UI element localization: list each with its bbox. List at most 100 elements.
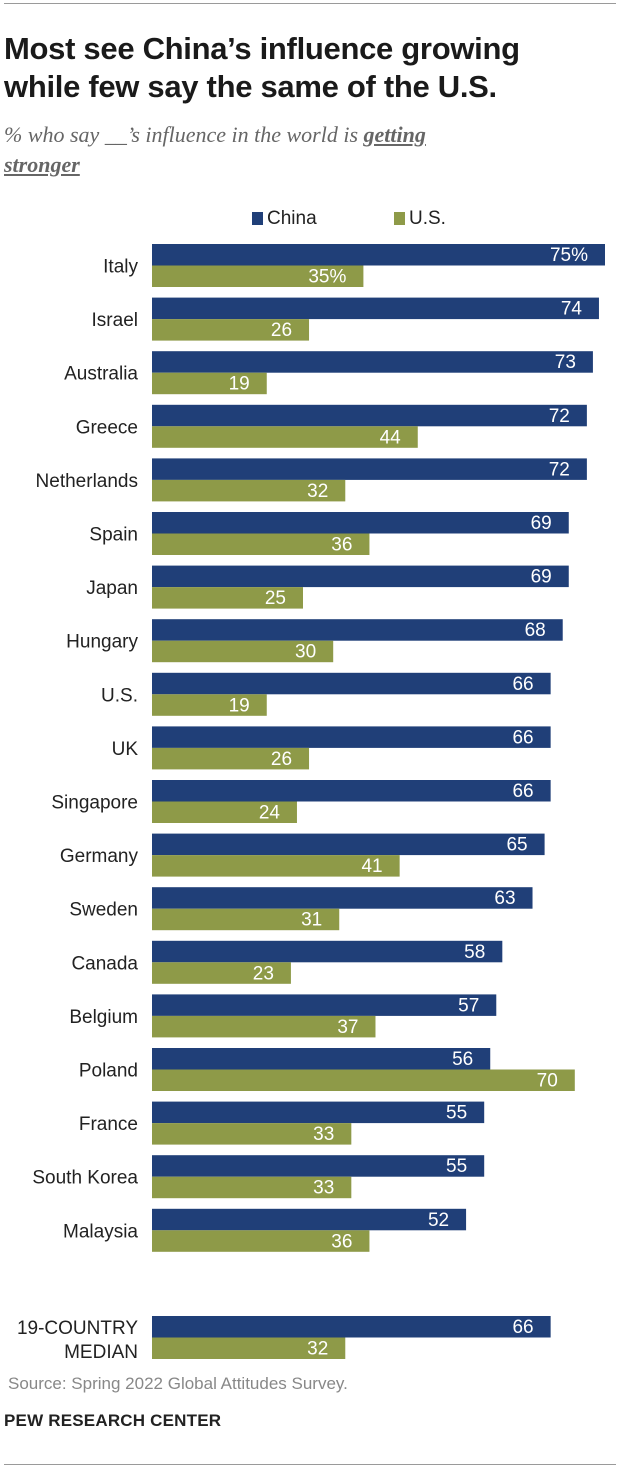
median-label-line-1: 19-COUNTRY: [17, 1318, 138, 1339]
category-label-germany: Germany: [60, 846, 139, 867]
category-label-south-korea: South Korea: [32, 1168, 138, 1189]
bar-china-italy: [152, 244, 605, 266]
value-label-china-sweden: 63: [494, 888, 515, 909]
legend-label-china: China: [267, 208, 317, 229]
bar-us-germany: [152, 855, 400, 877]
value-label-us-france: 33: [313, 1124, 334, 1145]
value-label-us-italy: 35%: [308, 267, 346, 288]
value-label-us-uk: 26: [271, 749, 292, 770]
bar-china-greece: [152, 404, 587, 427]
category-label-canada: Canada: [71, 953, 138, 974]
value-label-us-singapore: 24: [259, 803, 281, 824]
category-label-belgium: Belgium: [69, 1007, 138, 1028]
value-label-us-spain: 36: [331, 535, 352, 556]
category-label-sweden: Sweden: [69, 900, 138, 921]
value-label-us-u-s: 19: [229, 695, 250, 716]
category-label-france: France: [79, 1114, 138, 1135]
bar-us-u-s: [152, 694, 267, 716]
top-rule: [4, 3, 616, 4]
value-label-china-australia: 73: [555, 352, 576, 373]
subtitle-emphasis-1: getting: [363, 122, 426, 147]
bar-china-sweden: [152, 887, 533, 909]
value-label-us-australia: 19: [229, 374, 250, 395]
bar-china-france: [152, 1101, 485, 1124]
bar-china-singapore: [152, 780, 551, 802]
bar-china-australia: [152, 351, 593, 373]
value-label-china-france: 55: [446, 1103, 467, 1124]
bar-us-sweden: [152, 908, 340, 931]
value-label-us-netherlands: 32: [307, 481, 328, 502]
legend-swatch-us: [394, 212, 405, 225]
category-label-singapore: Singapore: [51, 793, 138, 814]
value-label-us-sweden: 31: [301, 910, 322, 931]
value-label-china-malaysia: 52: [428, 1210, 449, 1231]
value-label-china-hungary: 68: [525, 620, 546, 641]
bar-us-italy: [152, 265, 364, 287]
value-label-us-canada: 23: [253, 963, 274, 984]
category-label-poland: Poland: [79, 1061, 138, 1082]
bar-china-hungary: [152, 619, 563, 641]
legend-label-us: U.S.: [409, 208, 446, 229]
category-label-italy: Italy: [103, 257, 138, 278]
bar-china-netherlands: [152, 458, 587, 480]
bar-china-belgium: [152, 994, 497, 1016]
subtitle-emphasis-2: stronger: [4, 152, 80, 177]
category-label-greece: Greece: [76, 417, 138, 438]
value-label-us-hungary: 30: [295, 642, 316, 663]
chart-title-line-2: while few say the same of the U.S.: [4, 69, 497, 104]
bar-us-japan: [152, 587, 303, 609]
bar-us-israel: [152, 319, 310, 341]
bar-us-france: [152, 1123, 352, 1145]
bar-china-germany: [152, 833, 545, 856]
bar-us-south-korea: [152, 1176, 352, 1199]
value-label-china-netherlands: 72: [549, 459, 570, 480]
value-label-china-singapore: 66: [512, 781, 533, 802]
bar-us-belgium: [152, 1015, 376, 1038]
source-note: Source: Spring 2022 Global Attitudes Sur…: [8, 1374, 348, 1393]
bar-us-hungary: [152, 640, 334, 663]
value-label-china-belgium: 57: [458, 995, 479, 1016]
bottom-rule: [4, 1464, 616, 1465]
bar-us-netherlands: [152, 479, 346, 502]
bar-china-spain: [152, 512, 569, 534]
category-label-hungary: Hungary: [66, 632, 138, 653]
bar-china-south-korea: [152, 1155, 485, 1177]
value-label-china-u-s: 66: [512, 674, 533, 695]
value-label-us-israel: 26: [271, 320, 292, 341]
value-label-china-median: 66: [512, 1317, 533, 1338]
bar-us-poland: [152, 1069, 575, 1091]
value-label-us-poland: 70: [537, 1071, 558, 1092]
value-label-china-japan: 69: [531, 567, 552, 588]
chart-subtitle: % who say __’s influence in the world is…: [4, 120, 604, 180]
legend-swatch-china: [252, 212, 263, 225]
value-label-us-greece: 44: [380, 427, 402, 448]
value-label-us-belgium: 37: [337, 1017, 358, 1038]
value-label-us-germany: 41: [361, 856, 382, 877]
bar-us-australia: [152, 372, 267, 395]
bar-us-uk: [152, 747, 310, 770]
median-label-line-2: MEDIAN: [64, 1342, 138, 1363]
bar-china-canada: [152, 940, 503, 963]
chart-title-line-1: Most see China’s influence growing: [4, 31, 520, 66]
bar-us-median: [152, 1337, 346, 1359]
subtitle-text: % who say __’s influence in the world is: [4, 122, 364, 147]
bar-us-canada: [152, 962, 291, 984]
value-label-china-italy: 75%: [550, 245, 588, 266]
bar-china-u-s: [152, 672, 551, 695]
category-label-japan: Japan: [86, 578, 138, 599]
value-label-china-south-korea: 55: [446, 1156, 467, 1177]
organization-name: PEW RESEARCH CENTER: [4, 1411, 222, 1430]
value-label-china-germany: 65: [506, 835, 527, 856]
category-label-u-s: U.S.: [101, 685, 138, 706]
category-label-spain: Spain: [89, 525, 138, 546]
value-label-us-south-korea: 33: [313, 1178, 334, 1199]
bar-china-poland: [152, 1048, 491, 1070]
bar-china-japan: [152, 565, 569, 588]
value-label-china-canada: 58: [464, 942, 485, 963]
chart-title: Most see China’s influence growing while…: [4, 30, 604, 106]
value-label-china-greece: 72: [549, 406, 570, 427]
bar-china-malaysia: [152, 1208, 467, 1231]
value-label-us-japan: 25: [265, 588, 286, 609]
category-label-uk: UK: [112, 739, 139, 760]
